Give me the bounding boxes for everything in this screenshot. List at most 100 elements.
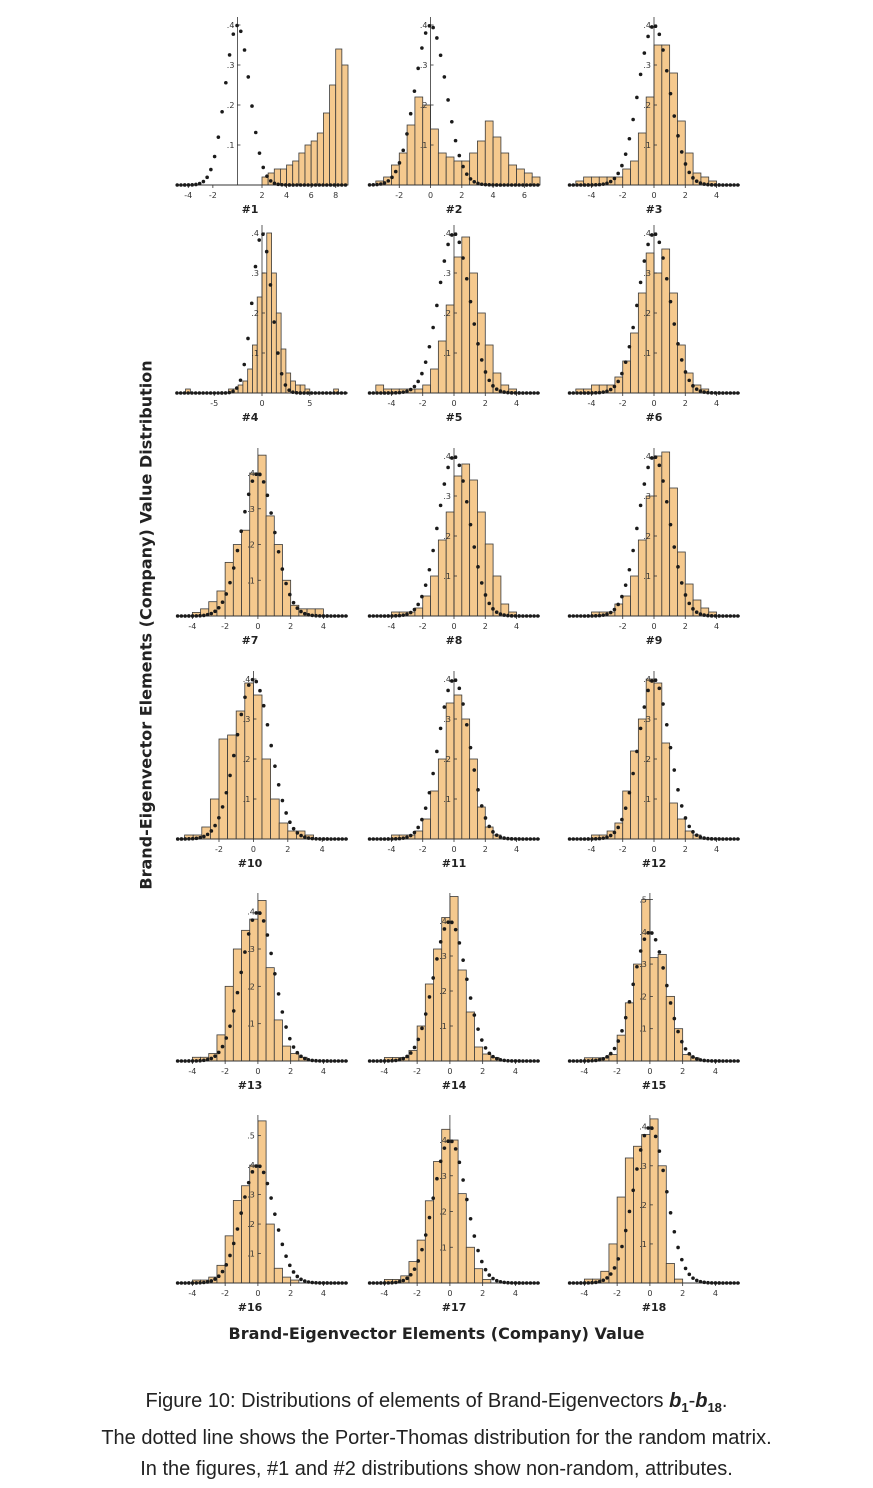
histogram-bar	[622, 595, 631, 617]
x-tick-label: -4	[580, 1289, 588, 1298]
porter-thomas-dot	[683, 1047, 688, 1051]
panel-label: #16	[238, 1301, 263, 1314]
porter-thomas-dot	[635, 95, 639, 100]
y-tick-label: .1	[643, 141, 651, 150]
y-tick-label: .3	[247, 505, 255, 514]
y-tick-label: .3	[443, 492, 451, 501]
porter-thomas-dot	[367, 1281, 372, 1285]
porter-thomas-dot	[242, 362, 247, 367]
histogram-bar	[329, 84, 337, 186]
y-tick-label: .3	[439, 1172, 447, 1181]
y-tick-label: .2	[247, 982, 255, 991]
porter-thomas-dot	[732, 1281, 736, 1285]
porter-thomas-dot	[375, 182, 379, 187]
porter-thomas-dot	[646, 465, 650, 470]
porter-thomas-dot	[709, 1281, 714, 1285]
porter-thomas-dot	[375, 614, 379, 618]
porter-thomas-dot	[276, 992, 281, 996]
porter-thomas-dot	[605, 1276, 609, 1280]
x-tick-label: -4	[587, 399, 595, 408]
y-tick-label: .1	[443, 349, 451, 358]
porter-thomas-dot	[732, 1059, 736, 1063]
porter-thomas-dot	[608, 1051, 613, 1056]
porter-thomas-dot	[676, 565, 680, 569]
histogram-bar	[630, 575, 639, 617]
porter-thomas-dot	[216, 391, 220, 395]
porter-thomas-dot	[653, 937, 658, 942]
porter-thomas-dot	[223, 391, 228, 395]
porter-thomas-dot	[590, 1058, 594, 1063]
porter-thomas-dot	[209, 829, 214, 833]
porter-thomas-dot	[608, 179, 613, 184]
porter-thomas-dot	[442, 75, 447, 79]
histogram-bar	[430, 128, 439, 186]
porter-thomas-dot	[446, 920, 450, 924]
porter-thomas-dot	[698, 1279, 703, 1284]
histogram-bar	[271, 272, 277, 394]
y-tick-label: .4	[639, 928, 647, 937]
porter-thomas-dot	[616, 825, 620, 830]
porter-thomas-dot	[394, 1280, 398, 1285]
histogram-panel: -4 -2 0 2 4 .1 .2 .3 .4 #5	[367, 225, 540, 424]
porter-thomas-dot	[517, 614, 521, 618]
porter-thomas-dot	[371, 391, 376, 395]
porter-thomas-dot	[653, 455, 658, 460]
histogram-bar	[674, 1278, 684, 1284]
y-tick-label: .1	[643, 349, 651, 358]
porter-thomas-dot	[575, 614, 579, 618]
porter-thomas-dot	[601, 1278, 606, 1283]
porter-thomas-dot	[187, 1281, 191, 1285]
porter-thomas-dot	[302, 183, 307, 187]
histogram-bar	[265, 1223, 275, 1284]
porter-thomas-dot	[314, 613, 318, 618]
porter-thomas-dot	[536, 1059, 540, 1063]
porter-thomas-dot	[567, 391, 572, 395]
porter-thomas-dot	[728, 391, 733, 395]
porter-thomas-dot	[306, 836, 311, 840]
porter-thomas-dot	[321, 837, 326, 841]
porter-thomas-dot	[390, 614, 394, 618]
porter-thomas-dot	[717, 183, 721, 187]
porter-thomas-dot	[175, 1059, 180, 1063]
porter-thomas-dot	[179, 837, 184, 841]
porter-thomas-dot	[616, 171, 620, 176]
porter-thomas-dot	[623, 806, 628, 810]
porter-thomas-dot	[536, 837, 540, 841]
porter-thomas-dot	[627, 136, 632, 141]
histogram-bar	[273, 1019, 283, 1062]
porter-thomas-dot	[601, 613, 606, 617]
porter-thomas-dot	[183, 1059, 187, 1063]
histogram-bar	[465, 1011, 475, 1062]
x-tick-label: -4	[188, 1067, 196, 1076]
porter-thomas-dot	[536, 183, 540, 187]
porter-thomas-dot	[593, 183, 598, 187]
porter-thomas-dot	[288, 1263, 292, 1268]
histogram-bar	[633, 963, 643, 1062]
histogram-bar	[270, 798, 280, 840]
porter-thomas-dot	[646, 242, 650, 247]
porter-thomas-dot	[371, 1059, 376, 1063]
histogram-bar	[614, 822, 624, 840]
histogram-bar	[630, 160, 639, 186]
porter-thomas-dot	[329, 837, 333, 841]
porter-thomas-dot	[239, 1211, 243, 1215]
porter-thomas-dot	[397, 613, 402, 618]
histogram-bar	[335, 48, 343, 186]
porter-thomas-dot	[313, 391, 318, 395]
x-tick-label: 2	[285, 845, 290, 854]
porter-thomas-dot	[642, 937, 647, 941]
porter-thomas-dot	[472, 180, 477, 184]
x-tick-label: -4	[387, 399, 395, 408]
porter-thomas-dot	[339, 183, 344, 187]
histogram-bar	[237, 384, 244, 394]
porter-thomas-dot	[427, 344, 432, 349]
porter-thomas-dot	[502, 183, 506, 187]
x-tick-label: 4	[321, 1289, 326, 1298]
porter-thomas-dot	[575, 391, 579, 395]
porter-thomas-dot	[438, 53, 443, 58]
porter-thomas-dot	[216, 1050, 221, 1055]
porter-thomas-dot	[646, 1126, 650, 1130]
histogram-bar	[469, 272, 478, 394]
porter-thomas-dot	[212, 391, 217, 395]
porter-thomas-dot	[231, 566, 236, 570]
